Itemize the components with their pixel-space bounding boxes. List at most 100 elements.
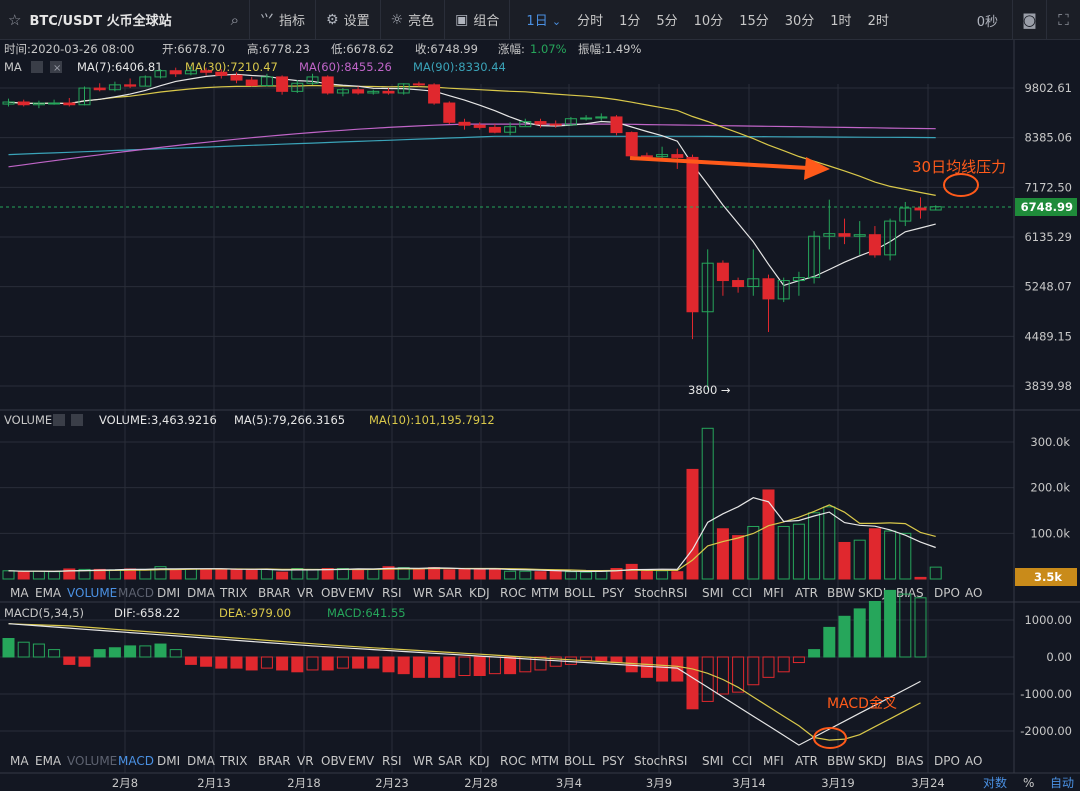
percent-scale-button[interactable]: % [1023, 776, 1034, 790]
indicator-tab-dpo[interactable]: DPO [934, 586, 960, 600]
symbol-name: BTC/USDT 火币全球站 [29, 14, 172, 29]
indicator-tab-dpo[interactable]: DPO [934, 754, 960, 768]
pressure-arrow-head [804, 157, 830, 180]
combo-button[interactable]: ▣ 组合 [445, 0, 511, 40]
indicator-tab-dmi[interactable]: DMI [157, 754, 180, 768]
indicator-tab-boll[interactable]: BOLL [564, 586, 595, 600]
indicator-tab-emv[interactable]: EMV [348, 586, 375, 600]
indicators-button[interactable]: ⺍指标 [250, 0, 317, 40]
indicator-tab-atr[interactable]: ATR [795, 754, 818, 768]
indicator-tab-macd[interactable]: MACD [118, 754, 154, 768]
interval-30m[interactable]: 30分 [784, 14, 815, 29]
indicator-tab-ao[interactable]: AO [965, 754, 982, 768]
indicator-tab-cci[interactable]: CCI [732, 754, 752, 768]
volume-bar [519, 570, 532, 580]
indicator-tab-bbw[interactable]: BBW [827, 586, 855, 600]
indicator-tab-smi[interactable]: SMI [702, 586, 724, 600]
indicator-tab-smi[interactable]: SMI [702, 754, 724, 768]
indicator-tab-rsi[interactable]: RSI [382, 754, 402, 768]
indicator-tab-vr[interactable]: VR [297, 754, 314, 768]
indicator-tab-ma[interactable]: MA [10, 586, 29, 600]
indicator-tab-skdj[interactable]: SKDJ [858, 586, 886, 600]
indicator-tab-atr[interactable]: ATR [795, 586, 818, 600]
indicator-tab-stochrsi[interactable]: StochRSI [634, 586, 687, 600]
indicator-tab-mtm[interactable]: MTM [531, 586, 559, 600]
indicator-tab-obv[interactable]: OBV [321, 754, 347, 768]
indicator-tab-ma[interactable]: MA [10, 754, 29, 768]
ma-close-icon[interactable] [50, 61, 62, 73]
indicator-tab-trix[interactable]: TRIX [219, 754, 247, 768]
interval-1m[interactable]: 1分 [619, 14, 641, 29]
indicator-tab-cci[interactable]: CCI [732, 586, 752, 600]
indicator-tab-stochrsi[interactable]: StochRSI [634, 754, 687, 768]
volume-bar [625, 563, 638, 580]
indicator-tab-vr[interactable]: VR [297, 586, 314, 600]
candle-body [291, 82, 304, 92]
indicator-tab-volume[interactable]: VOLUME [67, 586, 117, 600]
camera-icon[interactable]: ◙ [1012, 0, 1046, 40]
interval-1d[interactable]: 1日 ⌄ [518, 10, 569, 29]
theme-button[interactable]: ☼ 亮色 [381, 0, 446, 40]
indicator-tab-wr[interactable]: WR [413, 754, 433, 768]
indicator-tab-sar[interactable]: SAR [438, 754, 462, 768]
interval-5m[interactable]: 5分 [656, 14, 678, 29]
volume-bar [230, 568, 243, 580]
indicator-tab-bias[interactable]: BIAS [896, 586, 924, 600]
log-scale-button[interactable]: 对数 [983, 775, 1007, 790]
volume-close-icon[interactable] [71, 414, 83, 426]
interval-2h[interactable]: 2时 [867, 14, 889, 29]
expand-icon[interactable]: ⛶ [1046, 0, 1080, 40]
indicator-tab-dmi[interactable]: DMI [157, 586, 180, 600]
search-icon[interactable]: ⌕ [230, 10, 239, 29]
settings-button[interactable]: ⚙ 设置 [316, 0, 381, 40]
ohlc-time: 时间:2020-03-26 08:00 [4, 42, 135, 56]
indicator-tab-ema[interactable]: EMA [35, 754, 62, 768]
interval-1h[interactable]: 1时 [830, 14, 852, 29]
indicator-tab-kdj[interactable]: KDJ [469, 754, 490, 768]
candle-body [534, 121, 547, 125]
macd-bar [200, 656, 213, 667]
indicator-tab-trix[interactable]: TRIX [219, 586, 247, 600]
indicator-tab-bias[interactable]: BIAS [896, 754, 924, 768]
macd-bar [154, 643, 167, 658]
indicator-tab-kdj[interactable]: KDJ [469, 586, 490, 600]
indicator-tab-psy[interactable]: PSY [602, 754, 625, 768]
indicator-tab-sar[interactable]: SAR [438, 586, 462, 600]
indicator-tab-mfi[interactable]: MFI [763, 754, 784, 768]
symbol-selector[interactable]: ☆ BTC/USDT 火币全球站 ⌕ [0, 0, 250, 40]
indicator-tab-mfi[interactable]: MFI [763, 586, 784, 600]
indicator-tab-obv[interactable]: OBV [321, 586, 347, 600]
candle-body [336, 89, 349, 94]
pressure-arrow [629, 156, 809, 170]
indicator-tab-ema[interactable]: EMA [35, 586, 62, 600]
dif-line [8, 623, 921, 746]
indicator-tab-brar[interactable]: BRAR [258, 586, 291, 600]
ma-settings-icon[interactable] [31, 61, 43, 73]
top-toolbar: ☆ BTC/USDT 火币全球站 ⌕ ⺍指标 ⚙ 设置 ☼ 亮色 ▣ 组合 1日 ⌄ … [0, 0, 1080, 40]
indicator-tab-rsi[interactable]: RSI [382, 586, 402, 600]
indicator-tab-psy[interactable]: PSY [602, 586, 625, 600]
interval-15m[interactable]: 15分 [739, 14, 769, 29]
volume-settings-icon[interactable] [53, 414, 65, 426]
indicator-tab-bbw[interactable]: BBW [827, 754, 855, 768]
chart-area[interactable]: 时间:2020-03-26 08:00 开:6678.70 高:6778.23 … [0, 40, 1080, 791]
indicator-tab-brar[interactable]: BRAR [258, 754, 291, 768]
interval-10m[interactable]: 10分 [693, 14, 724, 29]
indicator-tab-emv[interactable]: EMV [348, 754, 375, 768]
interval-timeshare[interactable]: 分时 [577, 14, 604, 29]
indicator-tab-skdj[interactable]: SKDJ [858, 754, 886, 768]
indicator-tab-wr[interactable]: WR [413, 586, 433, 600]
indicator-tab-dma[interactable]: DMA [187, 586, 216, 600]
ma7-legend: MA(7):6406.81 [77, 60, 163, 74]
volume-bar [732, 535, 745, 580]
indicator-tab-mtm[interactable]: MTM [531, 754, 559, 768]
indicator-tab-boll[interactable]: BOLL [564, 754, 595, 768]
star-icon[interactable]: ☆ [8, 10, 22, 29]
indicator-tab-ao[interactable]: AO [965, 586, 982, 600]
indicator-tab-macd[interactable]: MACD [118, 586, 154, 600]
indicator-tab-roc[interactable]: ROC [500, 586, 526, 600]
indicator-tab-volume[interactable]: VOLUME [67, 754, 117, 768]
indicator-tab-roc[interactable]: ROC [500, 754, 526, 768]
auto-scale-button[interactable]: 自动 [1050, 776, 1074, 790]
indicator-tab-dma[interactable]: DMA [187, 754, 216, 768]
